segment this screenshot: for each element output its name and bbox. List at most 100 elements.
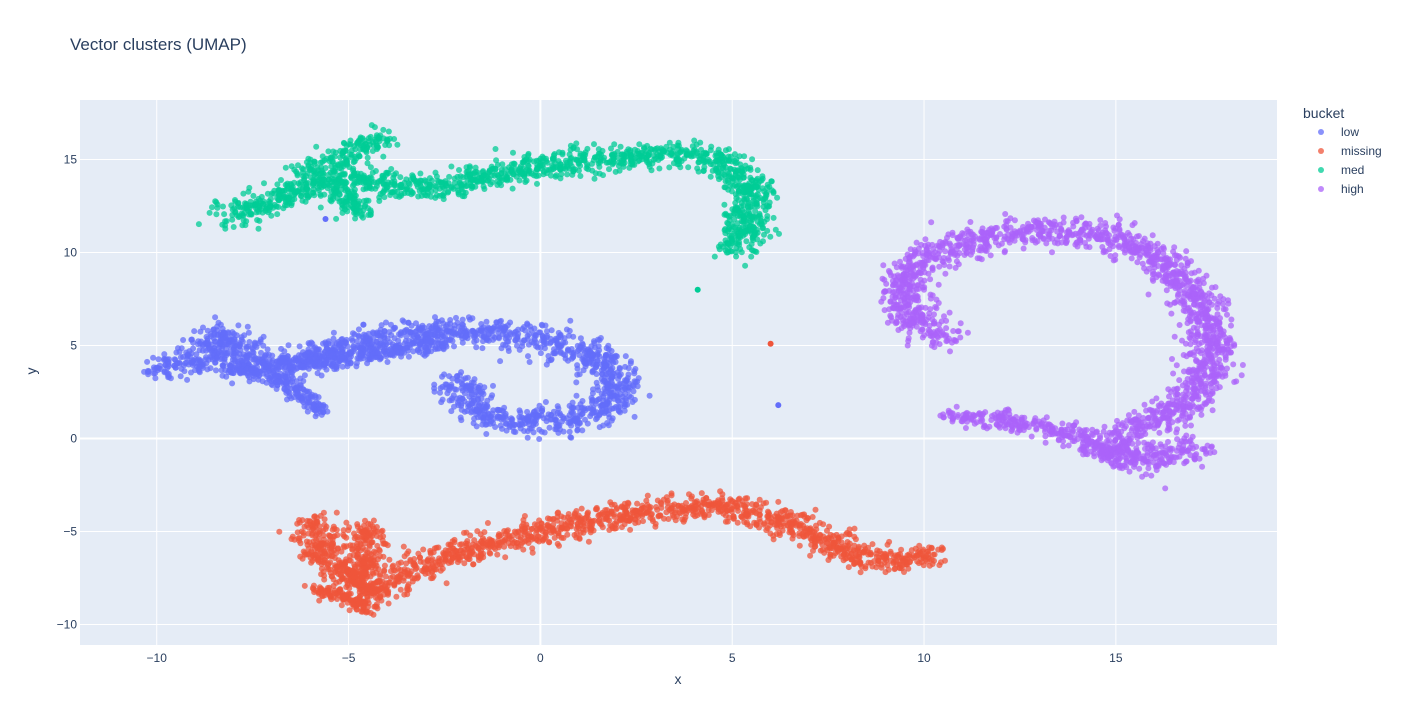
point-med bbox=[321, 191, 328, 198]
point-med bbox=[537, 155, 544, 162]
point-low bbox=[221, 350, 228, 357]
point-missing bbox=[869, 541, 876, 548]
point-low bbox=[566, 428, 573, 435]
point-missing bbox=[411, 561, 418, 568]
point-low bbox=[474, 395, 481, 402]
point-missing bbox=[894, 553, 901, 560]
point-low bbox=[210, 350, 217, 357]
point-med bbox=[416, 187, 423, 194]
point-low bbox=[570, 405, 577, 412]
point-med bbox=[522, 179, 529, 185]
point-med bbox=[530, 158, 537, 165]
point-missing bbox=[398, 559, 404, 566]
point-missing bbox=[645, 503, 652, 510]
point-missing bbox=[333, 579, 340, 586]
point-med bbox=[567, 142, 574, 149]
point-missing bbox=[634, 500, 641, 507]
point-low bbox=[283, 380, 290, 387]
point-missing bbox=[765, 515, 772, 522]
point-low bbox=[566, 412, 573, 419]
point-low bbox=[453, 314, 459, 321]
point-low bbox=[348, 335, 355, 342]
point-low bbox=[574, 371, 581, 378]
point-missing bbox=[386, 556, 393, 563]
point-low-outlier bbox=[322, 216, 329, 222]
point-low bbox=[492, 334, 498, 341]
point-low bbox=[225, 329, 232, 336]
point-missing bbox=[812, 540, 819, 547]
point-missing bbox=[652, 523, 659, 530]
point-low bbox=[353, 338, 360, 345]
point-med bbox=[428, 193, 434, 200]
point-low bbox=[543, 340, 550, 347]
point-missing bbox=[930, 551, 937, 558]
point-low bbox=[392, 344, 399, 351]
point-med bbox=[281, 187, 288, 194]
point-missing bbox=[813, 522, 819, 529]
point-low bbox=[152, 375, 159, 382]
point-low bbox=[155, 356, 162, 363]
point-missing bbox=[447, 542, 454, 548]
point-med bbox=[577, 173, 584, 179]
point-low bbox=[553, 417, 560, 424]
point-low bbox=[404, 328, 411, 335]
point-missing bbox=[861, 542, 868, 549]
point-low bbox=[436, 327, 443, 334]
point-missing bbox=[501, 537, 508, 544]
point-low bbox=[222, 367, 229, 374]
point-missing bbox=[852, 547, 859, 554]
point-low bbox=[462, 385, 469, 392]
point-low bbox=[441, 371, 448, 378]
point-med bbox=[749, 156, 756, 163]
point-med bbox=[405, 190, 411, 196]
point-low bbox=[565, 357, 571, 364]
point-low bbox=[237, 341, 244, 348]
point-med bbox=[302, 181, 309, 187]
point-low bbox=[457, 414, 464, 421]
point-missing bbox=[299, 517, 306, 524]
point-med bbox=[222, 218, 229, 225]
point-med bbox=[456, 167, 462, 173]
point-missing bbox=[784, 513, 791, 520]
point-missing bbox=[305, 530, 312, 537]
point-low bbox=[458, 406, 465, 413]
point-missing bbox=[538, 520, 545, 527]
point-med bbox=[214, 201, 221, 208]
point-low bbox=[557, 348, 564, 355]
point-missing bbox=[578, 505, 585, 512]
point-missing bbox=[869, 563, 876, 570]
point-med bbox=[311, 192, 318, 199]
point-missing bbox=[747, 523, 754, 530]
point-low bbox=[178, 345, 185, 352]
point-missing bbox=[489, 540, 496, 547]
point-med bbox=[583, 165, 590, 172]
point-low bbox=[223, 373, 230, 380]
point-low bbox=[497, 422, 504, 429]
point-missing bbox=[360, 532, 367, 539]
point-low bbox=[616, 408, 623, 415]
point-med bbox=[707, 147, 714, 154]
point-low bbox=[576, 352, 583, 358]
point-missing bbox=[745, 513, 752, 520]
point-missing bbox=[881, 555, 888, 562]
point-low bbox=[445, 329, 452, 336]
point-low bbox=[193, 351, 200, 358]
point-missing bbox=[397, 586, 404, 593]
point-low bbox=[626, 384, 633, 391]
point-med bbox=[556, 149, 562, 156]
point-missing bbox=[384, 542, 391, 549]
point-low bbox=[465, 314, 472, 321]
point-missing bbox=[861, 548, 868, 555]
point-low bbox=[268, 359, 275, 366]
point-low bbox=[603, 362, 610, 369]
point-missing bbox=[843, 551, 849, 558]
point-low bbox=[210, 335, 217, 342]
point-low bbox=[632, 379, 639, 386]
point-low bbox=[525, 353, 531, 360]
point-low bbox=[328, 362, 335, 369]
point-med bbox=[393, 170, 399, 177]
point-missing bbox=[857, 561, 864, 568]
point-med bbox=[206, 209, 213, 216]
point-low bbox=[519, 421, 526, 428]
point-med bbox=[368, 185, 375, 192]
